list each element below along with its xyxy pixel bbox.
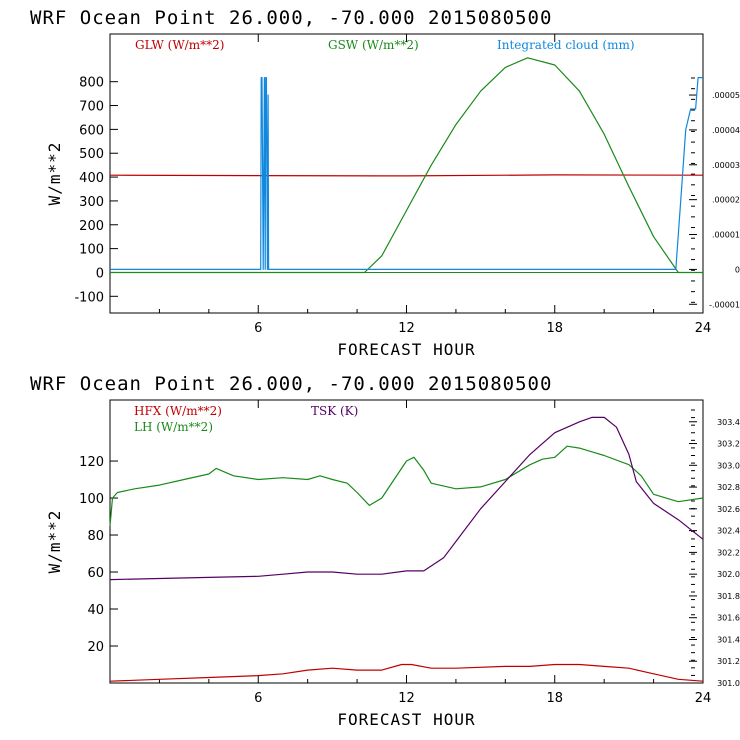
plot-frame-1 xyxy=(109,33,704,314)
y-tick-label: -100 xyxy=(74,290,104,305)
x-tick-label: 12 xyxy=(398,321,415,336)
chart-title-1: WRF Ocean Point 26.000, -70.000 20150805… xyxy=(30,7,552,29)
y2-tick-label: 303.2 xyxy=(717,440,740,449)
x-tick-label: 18 xyxy=(546,691,563,706)
x-tick-label: 18 xyxy=(546,321,563,336)
series-line-tsk xyxy=(109,416,704,581)
y-tick-label: 700 xyxy=(79,100,104,115)
y-tick-label: 0 xyxy=(96,266,104,281)
y-tick-label: 40 xyxy=(87,603,104,618)
y2-tick-label: 303.4 xyxy=(717,418,740,427)
y2-tick-label: 301.2 xyxy=(717,657,740,666)
y2-tick-label: 302.8 xyxy=(717,483,740,492)
series-line-integrated xyxy=(110,76,703,270)
y2-tick-label: 302.4 xyxy=(717,527,740,536)
y2-tick-label: 302.6 xyxy=(717,505,740,514)
x-tick-label: 6 xyxy=(254,321,262,336)
x-tick-label: 24 xyxy=(695,691,712,706)
y2-tick-label: 302.2 xyxy=(717,548,740,557)
legend-tsk: TSK (K) xyxy=(311,404,358,418)
y2-tick-label: 301.0 xyxy=(717,679,740,688)
y-axis-label-2: W/m**2 xyxy=(45,510,64,574)
x-tick-label: 6 xyxy=(254,691,262,706)
y-tick-label: 100 xyxy=(79,243,104,258)
x-axis-label-1: FORECAST HOUR xyxy=(337,340,475,359)
chart-title-2: WRF Ocean Point 26.000, -70.000 20150805… xyxy=(30,373,552,395)
series-line-gsw xyxy=(110,57,703,274)
plot-frame-2 xyxy=(109,399,704,684)
y2-tick-label: .00004 xyxy=(712,126,740,135)
y-tick-label: 400 xyxy=(79,171,104,186)
y2-tick-label: 0 xyxy=(735,265,740,274)
y2-tick-label: .00005 xyxy=(712,91,740,100)
y-tick-label: 60 xyxy=(87,566,104,581)
x-tick-label: 12 xyxy=(398,691,415,706)
y-tick-label: 80 xyxy=(87,529,104,544)
y2-tick-label: .00002 xyxy=(712,196,740,205)
series-line-glw xyxy=(109,174,704,177)
y2-tick-label: 301.8 xyxy=(717,592,740,601)
y2-tick-label: 301.4 xyxy=(717,635,740,644)
legend-lh: LH (W/m**2) xyxy=(134,420,213,434)
y-tick-label: 500 xyxy=(79,147,104,162)
series-line-lh xyxy=(109,445,704,526)
y2-tick-label: 302.0 xyxy=(717,570,740,579)
x-axis-label-2: FORECAST HOUR xyxy=(337,710,475,729)
legend-glw: GLW (W/m**2) xyxy=(135,38,224,52)
legend-hfx: HFX (W/m**2) xyxy=(134,404,222,418)
y-tick-label: 120 xyxy=(79,455,104,470)
y2-tick-label: .00001 xyxy=(712,231,740,240)
y2-tick-label: .00003 xyxy=(712,161,740,170)
y-axis-label-1: W/m**2 xyxy=(45,142,64,206)
y-tick-label: 800 xyxy=(79,76,104,91)
y-tick-label: 100 xyxy=(79,492,104,507)
y-tick-label: 20 xyxy=(87,640,104,655)
legend-integrated: Integrated cloud (mm) xyxy=(497,38,635,52)
y2-tick-label: -.00001 xyxy=(709,300,740,309)
legend-gsw: GSW (W/m**2) xyxy=(328,38,419,52)
x-tick-label: 24 xyxy=(695,321,712,336)
y-tick-label: 600 xyxy=(79,123,104,138)
y-tick-label: 200 xyxy=(79,219,104,234)
y2-tick-label: 301.6 xyxy=(717,614,740,623)
y-tick-label: 300 xyxy=(79,195,104,210)
y2-tick-label: 303.0 xyxy=(717,461,740,470)
series-line-hfx xyxy=(109,663,704,682)
